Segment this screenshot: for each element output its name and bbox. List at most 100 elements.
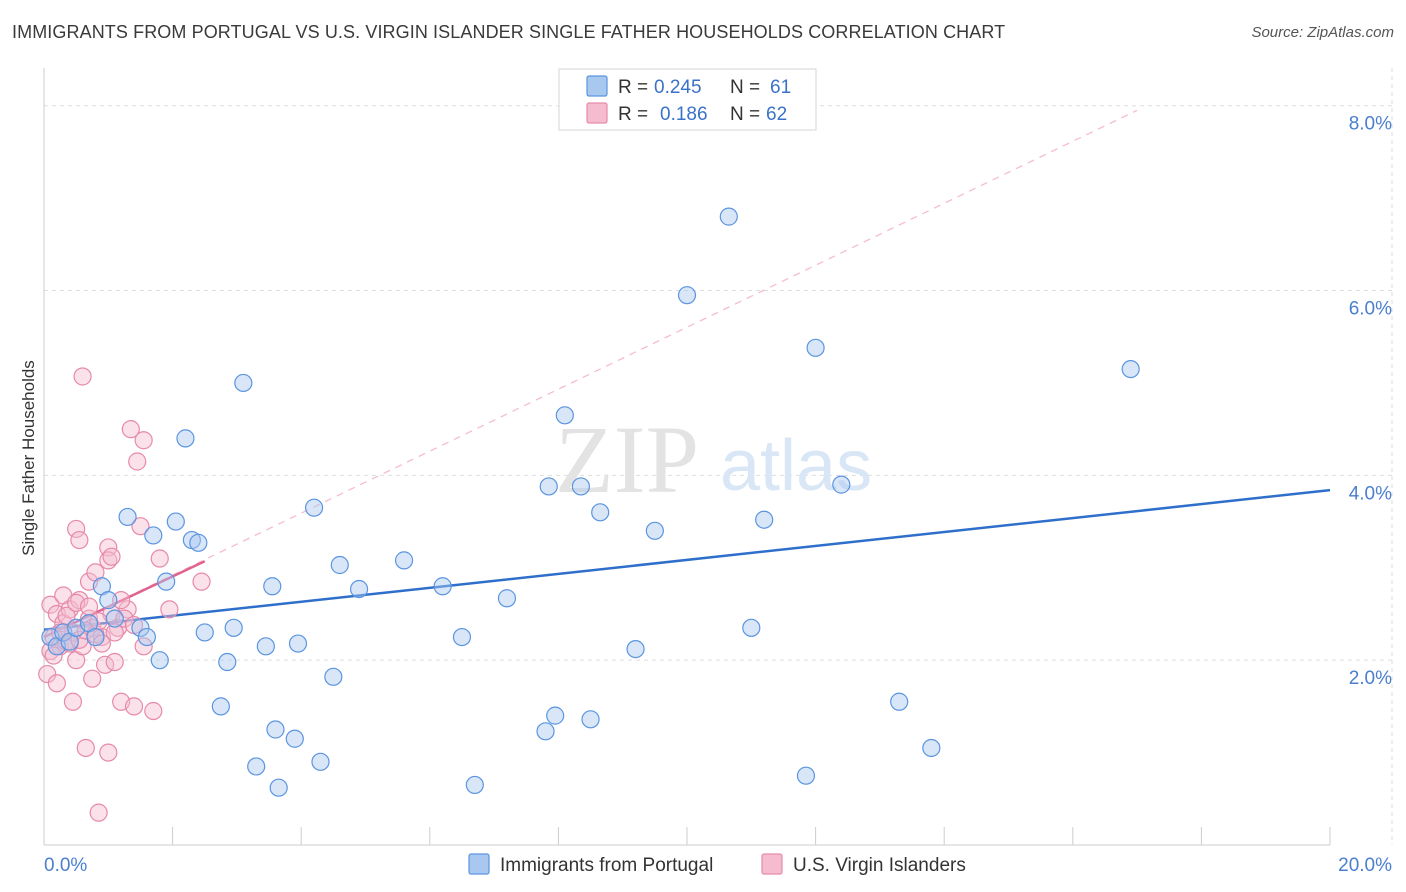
pink-point-36 (121, 420, 140, 439)
pink-point-39 (131, 517, 150, 536)
y-tick-label-3: 8.0% (1349, 114, 1392, 135)
pink-point-16 (70, 591, 89, 610)
blue-point-52 (719, 207, 738, 226)
x-tick-labels: 0.0% 20.0% (44, 855, 1392, 876)
pink-point-30 (99, 743, 118, 762)
chart-title: IMMIGRANTS FROM PORTUGAL VS U.S. VIRGIN … (12, 22, 1006, 42)
x-tick-label-0: 0.0% (44, 855, 87, 876)
bottom-legend-swatch-blue (468, 853, 490, 875)
watermark-zip: ZIP (555, 406, 699, 513)
pink-point-32 (105, 652, 124, 672)
blue-point-13 (144, 526, 163, 545)
pink-point-57 (112, 591, 131, 610)
y-tick-label-0: 2.0% (1349, 668, 1392, 689)
y-tick-label-1: 4.0% (1349, 483, 1392, 504)
pink-point-60 (134, 431, 153, 450)
blue-point-14 (150, 651, 169, 670)
pink-point-54 (92, 634, 111, 653)
pink-point-5 (47, 674, 66, 693)
blue-point-33 (311, 752, 330, 771)
pink-point-38 (128, 452, 147, 471)
legend-n-label-0: N = (730, 77, 760, 98)
y-tick-labels: 2.0% 4.0% 6.0% 8.0% (1349, 114, 1392, 689)
y-tick-label-2: 6.0% (1349, 299, 1392, 320)
blue-point-59 (922, 738, 941, 758)
bottom-legend-swatch-pink (761, 853, 783, 875)
blue-point-19 (189, 533, 208, 552)
blue-point-12 (137, 627, 156, 647)
legend-r-value-0: 0.245 (654, 77, 702, 98)
blue-point-29 (269, 778, 288, 797)
blue-point-54 (755, 510, 774, 529)
blue-point-38 (433, 577, 452, 596)
blue-point-36 (349, 579, 369, 599)
blue-point-39 (452, 627, 472, 647)
pink-point-11 (63, 692, 83, 711)
blue-point-34 (324, 667, 343, 686)
blue-point-35 (330, 555, 349, 575)
series-us-virgin-islanders (38, 367, 211, 822)
gridlines (44, 68, 1393, 845)
blue-point-43 (539, 477, 558, 496)
blue-point-53 (742, 618, 761, 637)
blue-point-51 (677, 286, 697, 305)
series-immigrants-from-portugal (41, 207, 1140, 797)
blue-point-30 (285, 729, 304, 748)
blue-point-45 (555, 406, 574, 425)
blue-point-31 (288, 634, 308, 653)
blue-point-6 (86, 627, 105, 647)
legend-r-label-1: R = (618, 104, 648, 125)
axes (43, 68, 1331, 846)
blue-point-58 (890, 692, 909, 711)
blue-point-22 (218, 652, 237, 672)
trend-line-blue (43, 488, 1331, 631)
legend-n-label-1: N = (730, 104, 760, 125)
blue-point-10 (118, 507, 137, 527)
x-tick-label-1: 20.0% (1338, 855, 1392, 876)
blue-point-37 (394, 551, 414, 570)
legend-swatch-pink (586, 102, 608, 124)
trend-line-pink-extended (43, 109, 1138, 638)
blue-point-41 (497, 589, 517, 608)
blue-point-17 (176, 429, 195, 448)
blue-point-40 (465, 775, 484, 795)
blue-point-26 (256, 637, 275, 656)
y-axis-label: Single Father Households (19, 360, 38, 556)
pink-point-55 (102, 547, 121, 566)
blue-point-42 (536, 722, 555, 741)
pink-point-51 (79, 597, 99, 616)
blue-point-8 (105, 609, 124, 628)
blue-point-16 (166, 512, 185, 531)
pink-point-15 (70, 530, 89, 550)
blue-point-11 (131, 618, 150, 637)
blue-point-32 (304, 498, 324, 517)
pink-point-23 (83, 669, 102, 688)
watermark-atlas: atlas (720, 426, 872, 506)
pink-point-61 (192, 572, 211, 591)
pink-point-56 (105, 623, 124, 642)
blue-point-48 (591, 503, 610, 522)
blue-point-46 (571, 477, 591, 496)
legend-r-value-1: 0.186 (660, 104, 708, 125)
blue-point-9 (99, 591, 118, 610)
blue-point-21 (211, 697, 230, 716)
source-label: Source: ZipAtlas.com (1251, 24, 1394, 41)
pink-point-37 (124, 697, 144, 716)
pink-point-41 (144, 701, 163, 721)
blue-point-25 (247, 757, 266, 776)
pink-point-19 (76, 738, 95, 758)
pink-point-0 (38, 664, 57, 684)
pink-point-25 (89, 803, 108, 822)
pink-point-43 (160, 600, 179, 619)
pink-point-42 (150, 549, 169, 568)
bottom-legend-label-1: U.S. Virgin Islanders (793, 855, 966, 876)
legend-n-value-0: 61 (770, 77, 791, 98)
watermark: ZIP atlas (555, 406, 872, 513)
pink-point-58 (115, 609, 134, 628)
legend-swatch-blue (586, 75, 608, 97)
blue-point-55 (796, 766, 816, 785)
blue-point-44 (546, 706, 565, 725)
blue-point-23 (224, 618, 243, 637)
legend-r-label-0: R = (618, 77, 648, 98)
blue-point-56 (806, 338, 825, 357)
